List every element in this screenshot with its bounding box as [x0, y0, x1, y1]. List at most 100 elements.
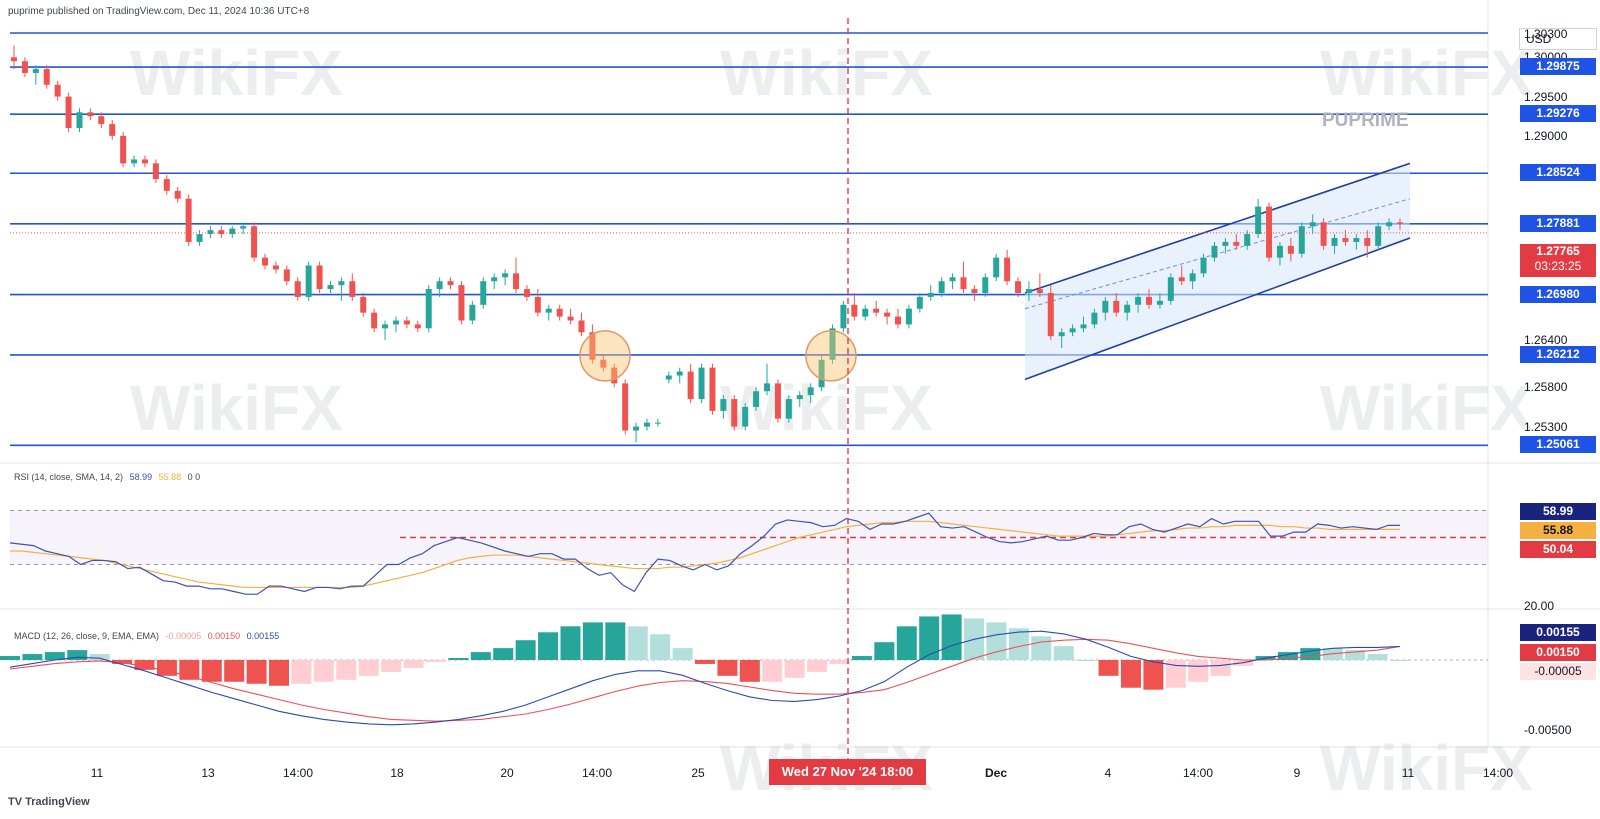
- macd-histogram-bar: [112, 660, 133, 664]
- macd-histogram-bar: [1345, 650, 1366, 660]
- macd-axis-tick: -0.00500: [1524, 723, 1572, 737]
- candle-body: [720, 399, 727, 411]
- wikifx-watermark: WikiFX: [720, 37, 933, 109]
- rsi-ma-value-legend: 55.88: [158, 472, 182, 482]
- candle-body: [1178, 277, 1185, 282]
- macd-histogram-bar: [89, 654, 110, 660]
- macd-value-box: 0.00150: [1520, 644, 1596, 661]
- candle-body: [523, 289, 530, 297]
- macd-histogram-bar: [0, 656, 20, 660]
- macd-histogram-bar: [1277, 652, 1298, 660]
- macd-signal-box: 0.00155: [1520, 624, 1596, 641]
- candle-body: [185, 198, 192, 242]
- candle-body: [1375, 226, 1382, 246]
- candle-body: [611, 367, 618, 384]
- candle-body: [1036, 289, 1043, 293]
- candle-body: [949, 277, 956, 282]
- macd-histogram-bar: [448, 658, 469, 660]
- candle-body: [414, 324, 421, 329]
- time-tick: Dec: [984, 766, 1008, 780]
- candle-body: [120, 135, 127, 164]
- macd-histogram-bar: [1143, 660, 1164, 690]
- time-tick: 18: [390, 766, 404, 780]
- level-label: 1.29875: [1520, 58, 1596, 76]
- highlight-circle: [579, 330, 631, 382]
- candle-body: [262, 257, 269, 266]
- candle-body: [1080, 324, 1087, 329]
- candle-body: [1287, 245, 1294, 254]
- price-tick: 1.29000: [1524, 128, 1568, 143]
- brand-watermark: PUPRIME: [1322, 110, 1409, 131]
- candle-body: [643, 422, 650, 427]
- candle-body: [447, 281, 454, 286]
- candle-body: [709, 367, 716, 411]
- candle-body: [1025, 289, 1032, 293]
- macd-histogram-bar: [851, 656, 872, 660]
- macd-histogram-bar: [1008, 628, 1029, 660]
- candle-body: [502, 273, 509, 278]
- price-tick: 1.25300: [1524, 419, 1568, 434]
- candle-body: [971, 289, 978, 293]
- macd-histogram-bar: [829, 660, 850, 664]
- candle-body: [163, 179, 170, 191]
- macd-histogram-bar: [44, 652, 65, 660]
- macd-histogram-bar: [134, 660, 155, 670]
- candle-body: [1331, 238, 1338, 246]
- candle-body: [1320, 222, 1327, 246]
- candle-body: [796, 395, 803, 400]
- candle-body: [425, 289, 432, 329]
- macd-histogram-bar: [246, 660, 267, 684]
- macd-histogram-bar: [515, 640, 536, 660]
- candle-body: [469, 304, 476, 321]
- macd-histogram-bar: [470, 652, 491, 660]
- macd-histogram-bar: [1300, 648, 1321, 660]
- channel-fill: [1025, 163, 1410, 380]
- watermarks: WikiFX WikiFX WikiFX WikiFX WikiFX WikiFX Wiki…: [130, 37, 1533, 804]
- candle-body: [818, 359, 825, 388]
- candles[interactable]: [10, 45, 1488, 443]
- price-channel[interactable]: [1024, 162, 1411, 381]
- candle-body: [174, 190, 181, 199]
- macd-histogram-bar: [1165, 660, 1186, 688]
- macd-histogram-bar: [1210, 660, 1231, 676]
- channel-upper-line: [1024, 162, 1411, 294]
- macd-hist-box: -0.00005: [1520, 663, 1596, 680]
- wikifx-watermark: WikiFX: [130, 37, 343, 109]
- tradingview-brand: TradingView: [25, 796, 90, 808]
- macd-legend[interactable]: MACD (12, 26, close, 9, EMA, EMA) -0.000…: [14, 631, 283, 641]
- candle-body: [131, 159, 138, 164]
- rsi-value-legend: 58.99: [129, 472, 153, 482]
- rsi-legend[interactable]: RSI (14, close, SMA, 14, 2) 58.99 55.88 …: [14, 472, 204, 482]
- time-tick: 20: [500, 766, 514, 780]
- candle-body: [1102, 300, 1109, 313]
- candle-body: [1047, 293, 1054, 337]
- candle-body: [1211, 245, 1218, 258]
- candle-body: [1309, 222, 1316, 227]
- wikifx-watermark: WikiFX: [1320, 732, 1533, 804]
- candle-body: [633, 426, 640, 431]
- candle-body: [1135, 296, 1142, 305]
- candle-body: [534, 296, 541, 313]
- wikifx-watermark: WikiFX: [1320, 37, 1533, 109]
- time-tick: 11: [1401, 766, 1415, 780]
- macd-histogram-bar: [695, 660, 715, 664]
- last-price-value: 1.27765: [1536, 244, 1580, 258]
- candle-body: [218, 230, 225, 235]
- candle-body: [731, 399, 738, 427]
- candle-body: [1342, 238, 1349, 242]
- last-price-box: 1.27765 03:23:25: [1520, 244, 1596, 277]
- candle-body: [993, 257, 1000, 278]
- wikifx-watermark: WikiFX: [130, 372, 343, 444]
- rsi-midline-box: 50.04: [1520, 541, 1596, 558]
- candle-body: [371, 312, 378, 329]
- candle-body: [403, 320, 410, 325]
- macd-histogram-bar: [627, 626, 648, 660]
- macd-histogram-bar: [156, 660, 177, 676]
- macd-histogram-bar: [1188, 660, 1209, 682]
- currency-selector[interactable]: USD: [1519, 28, 1597, 50]
- macd-histogram-bar: [291, 660, 312, 684]
- candle-body: [305, 265, 312, 297]
- macd-histogram-bar: [919, 616, 940, 660]
